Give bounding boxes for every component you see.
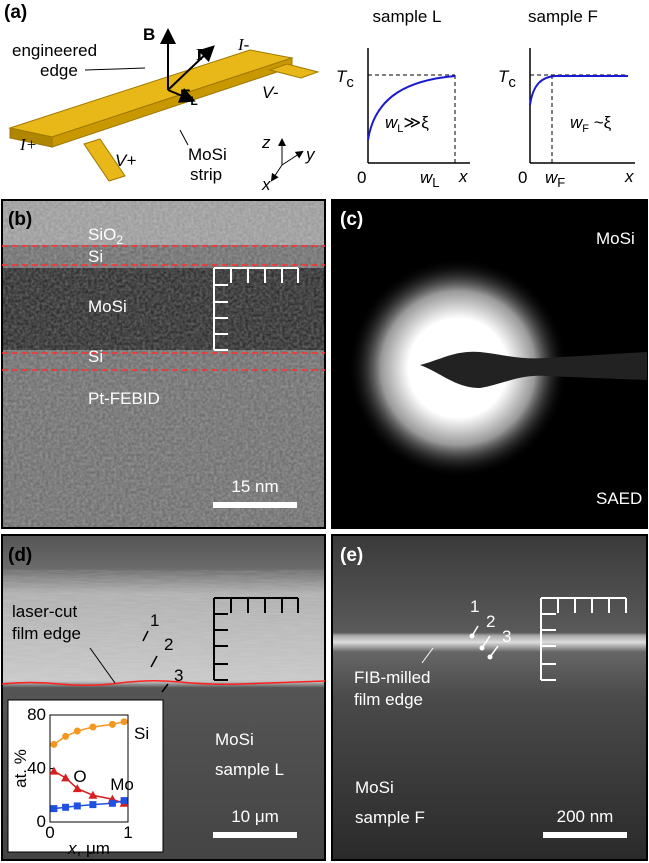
scale-label: 10 μm (231, 807, 279, 826)
point-label: 2 (164, 635, 173, 654)
material-label: MoSi (215, 730, 254, 749)
contact-label: V+ (115, 151, 136, 170)
marker (89, 801, 96, 808)
point (470, 634, 475, 639)
tc-label: Tc (336, 67, 354, 91)
x-label: x (458, 167, 468, 186)
leader (85, 68, 145, 70)
material-label: MoSi (355, 778, 394, 797)
origin-label: 0 (357, 168, 366, 187)
origin-label: 0 (518, 168, 527, 187)
marker (121, 718, 128, 725)
plot-title: sample L (373, 7, 442, 26)
axis-label: x (261, 175, 271, 194)
x-axis-unit: , μm (77, 839, 110, 858)
field-label: B (143, 25, 155, 44)
x-label: x (624, 167, 634, 186)
panel-e: (e) 1 2 3 FIB-milled film edge MoSi samp… (332, 535, 647, 860)
sample-label: sample L (215, 760, 284, 779)
point-label: 3 (502, 627, 511, 646)
strip-label: strip (190, 165, 222, 184)
x-axis-label: x, μm (67, 839, 110, 858)
tc-label: Tc (498, 67, 516, 91)
note: wF ~ξ (570, 113, 612, 135)
edge-label: film edge (12, 624, 81, 643)
series-label: O (73, 767, 86, 786)
point-label: 1 (150, 611, 159, 630)
edge-label: edge (40, 61, 78, 80)
point (488, 655, 493, 660)
strip-label: MoSi (188, 145, 227, 164)
scale-label: 200 nm (557, 807, 614, 826)
y-tick-label: 80 (27, 705, 46, 724)
marker (74, 802, 81, 809)
point (480, 646, 485, 651)
contact-label: I- (237, 35, 250, 54)
x-tick-label: 1 (123, 823, 132, 842)
w-label: wF (545, 168, 565, 190)
axis-arrow (282, 152, 302, 165)
plot-title: sample F (528, 7, 598, 26)
x-axis-var: x (67, 839, 77, 858)
marker (62, 733, 69, 740)
scale-bar (543, 832, 627, 838)
layer-label: Si (88, 347, 103, 366)
scale-label: 15 nm (231, 477, 278, 496)
w-label: wL (420, 168, 440, 190)
axis-arrow (272, 165, 282, 180)
curve (530, 76, 628, 105)
layer-label: Pt-FEBID (88, 389, 160, 408)
edge-label: laser-cut (12, 602, 77, 621)
axis-label: z (261, 133, 271, 152)
figure: (a) B I FL engineered edge I+ I- V+ V- M… (0, 0, 649, 863)
marker (109, 721, 116, 728)
panel-c: (c) MoSi SAED (332, 200, 647, 528)
contact-label: I+ (19, 135, 37, 154)
edge-label: engineered (12, 41, 97, 60)
page: (a) B I FL engineered edge I+ I- V+ V- M… (0, 0, 649, 863)
marker (121, 797, 128, 804)
axis-label: y (305, 145, 316, 164)
scale-bar (213, 832, 297, 838)
scale-bar (213, 502, 297, 508)
panel-b: (b) SiO2 Si MoSi Si Pt-FEBID 15 nm (2, 200, 325, 528)
sample-label: sample F (355, 808, 425, 827)
y-axis-label: at. % (11, 749, 30, 788)
layer-label: MoSi (88, 297, 127, 316)
current-label: I (196, 45, 203, 64)
panel-d: (d) laser-cut film edge 1 2 3 MoSi sampl… (2, 535, 325, 860)
edge-label: FIB-milled (354, 668, 431, 687)
point-label: 3 (174, 666, 183, 685)
point-label: 2 (486, 612, 495, 631)
panel-label: (e) (340, 545, 363, 566)
material-label: MoSi (596, 229, 635, 248)
panel-a: (a) B I FL engineered edge I+ I- V+ V- M… (4, 2, 635, 194)
marker (89, 724, 96, 731)
method-label: SAED (596, 489, 642, 508)
panel-label: (a) (4, 2, 27, 23)
panel-label: (c) (340, 209, 363, 230)
marker (74, 728, 81, 735)
leader (180, 130, 188, 145)
contact-label: V- (262, 83, 279, 102)
marker (50, 741, 57, 748)
panel-label: (d) (8, 545, 32, 566)
marker (62, 804, 69, 811)
panel-label: (b) (8, 209, 32, 230)
edge-label: film edge (354, 690, 423, 709)
note: wL≫ξ (385, 113, 429, 135)
marker (50, 805, 57, 812)
marker (109, 800, 116, 807)
layer-label: Si (88, 247, 103, 266)
point-label: 1 (470, 597, 479, 616)
series-label: Si (134, 724, 149, 743)
x-tick-label: 0 (45, 823, 54, 842)
series-label: Mo (110, 775, 134, 794)
